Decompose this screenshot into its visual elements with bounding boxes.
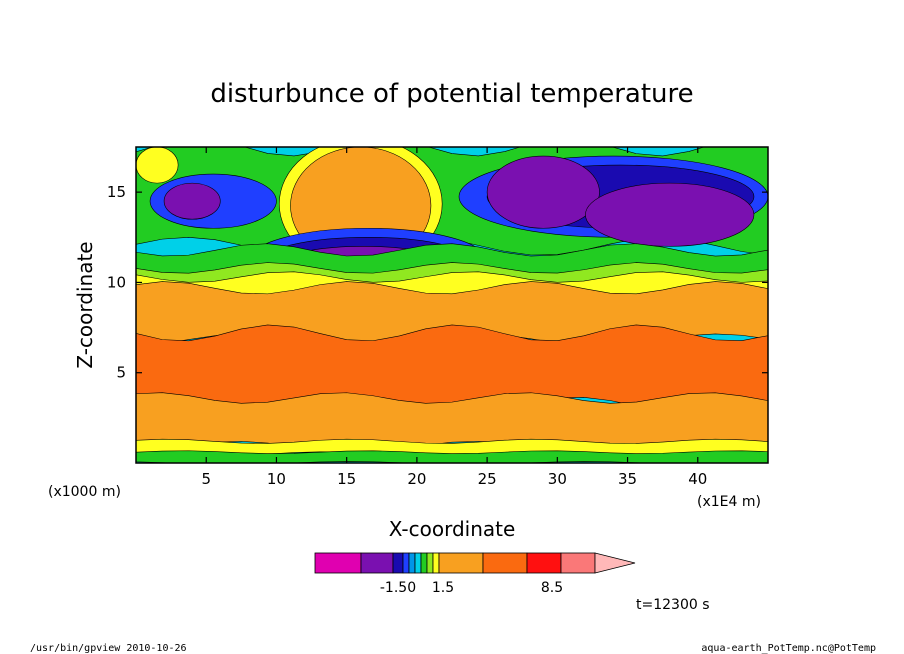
colorbar-swatch xyxy=(402,552,410,574)
band-surface-green xyxy=(136,450,768,463)
x-tick-label: 10 xyxy=(267,470,286,488)
y-unit-label: (x1000 m) xyxy=(48,484,121,500)
y-tick-label: 5 xyxy=(116,364,126,382)
colorbar-swatch xyxy=(314,552,362,574)
blob-strat-yellow-left xyxy=(136,147,179,184)
x-tick-label: 35 xyxy=(618,470,637,488)
chart-title: disturbunce of potential temperature xyxy=(210,79,693,109)
colorbar-label: -1.50 xyxy=(380,580,416,596)
colorbar-swatch xyxy=(560,552,596,574)
colorbar-arrow xyxy=(594,552,636,574)
x-tick-label: 40 xyxy=(688,470,707,488)
x-tick-label: 20 xyxy=(407,470,426,488)
colorbar-label: 8.5 xyxy=(541,580,563,596)
cold-anomaly-right-b xyxy=(585,182,755,247)
y-tick-label: 10 xyxy=(107,273,126,291)
y-axis-label: Z-coordinate xyxy=(73,241,97,368)
x-tick-label: 25 xyxy=(478,470,497,488)
colorbar-swatch xyxy=(420,552,428,574)
colorbar-swatch xyxy=(392,552,404,574)
y-axis-ticks: 5 10 15 xyxy=(107,183,768,382)
x-axis-label: X-coordinate xyxy=(389,517,516,541)
time-label: t=12300 s xyxy=(636,597,710,613)
colorbar-swatch xyxy=(482,552,528,574)
x-unit-label: (x1E4 m) xyxy=(697,494,761,510)
colorbar-swatch xyxy=(432,552,440,574)
y-tick-label: 15 xyxy=(107,183,126,201)
x-tick-label: 30 xyxy=(548,470,567,488)
x-tick-label: 5 xyxy=(201,470,211,488)
colorbar-labels: -1.50 1.5 8.5 xyxy=(380,580,563,596)
colorbar-swatch xyxy=(408,552,416,574)
colorbar xyxy=(314,552,636,574)
colorbar-swatch xyxy=(414,552,422,574)
footer-right: aqua-earth_PotTemp.nc@PotTemp xyxy=(701,643,876,654)
footer-left: /usr/bin/gpview 2010-10-26 xyxy=(30,643,187,654)
cold-anomaly-right-a xyxy=(486,155,600,229)
plot-frame xyxy=(135,146,769,464)
plot-field xyxy=(136,147,768,463)
colorbar-swatch xyxy=(526,552,562,574)
colorbar-swatch xyxy=(360,552,394,574)
blob-strat-purple-left xyxy=(163,182,221,220)
colorbar-swatch xyxy=(426,552,434,574)
x-axis-ticks: 5 10 15 20 25 30 35 40 xyxy=(201,147,707,488)
colorbar-label: 1.5 xyxy=(432,580,454,596)
colorbar-swatch xyxy=(438,552,484,574)
x-tick-label: 15 xyxy=(337,470,356,488)
